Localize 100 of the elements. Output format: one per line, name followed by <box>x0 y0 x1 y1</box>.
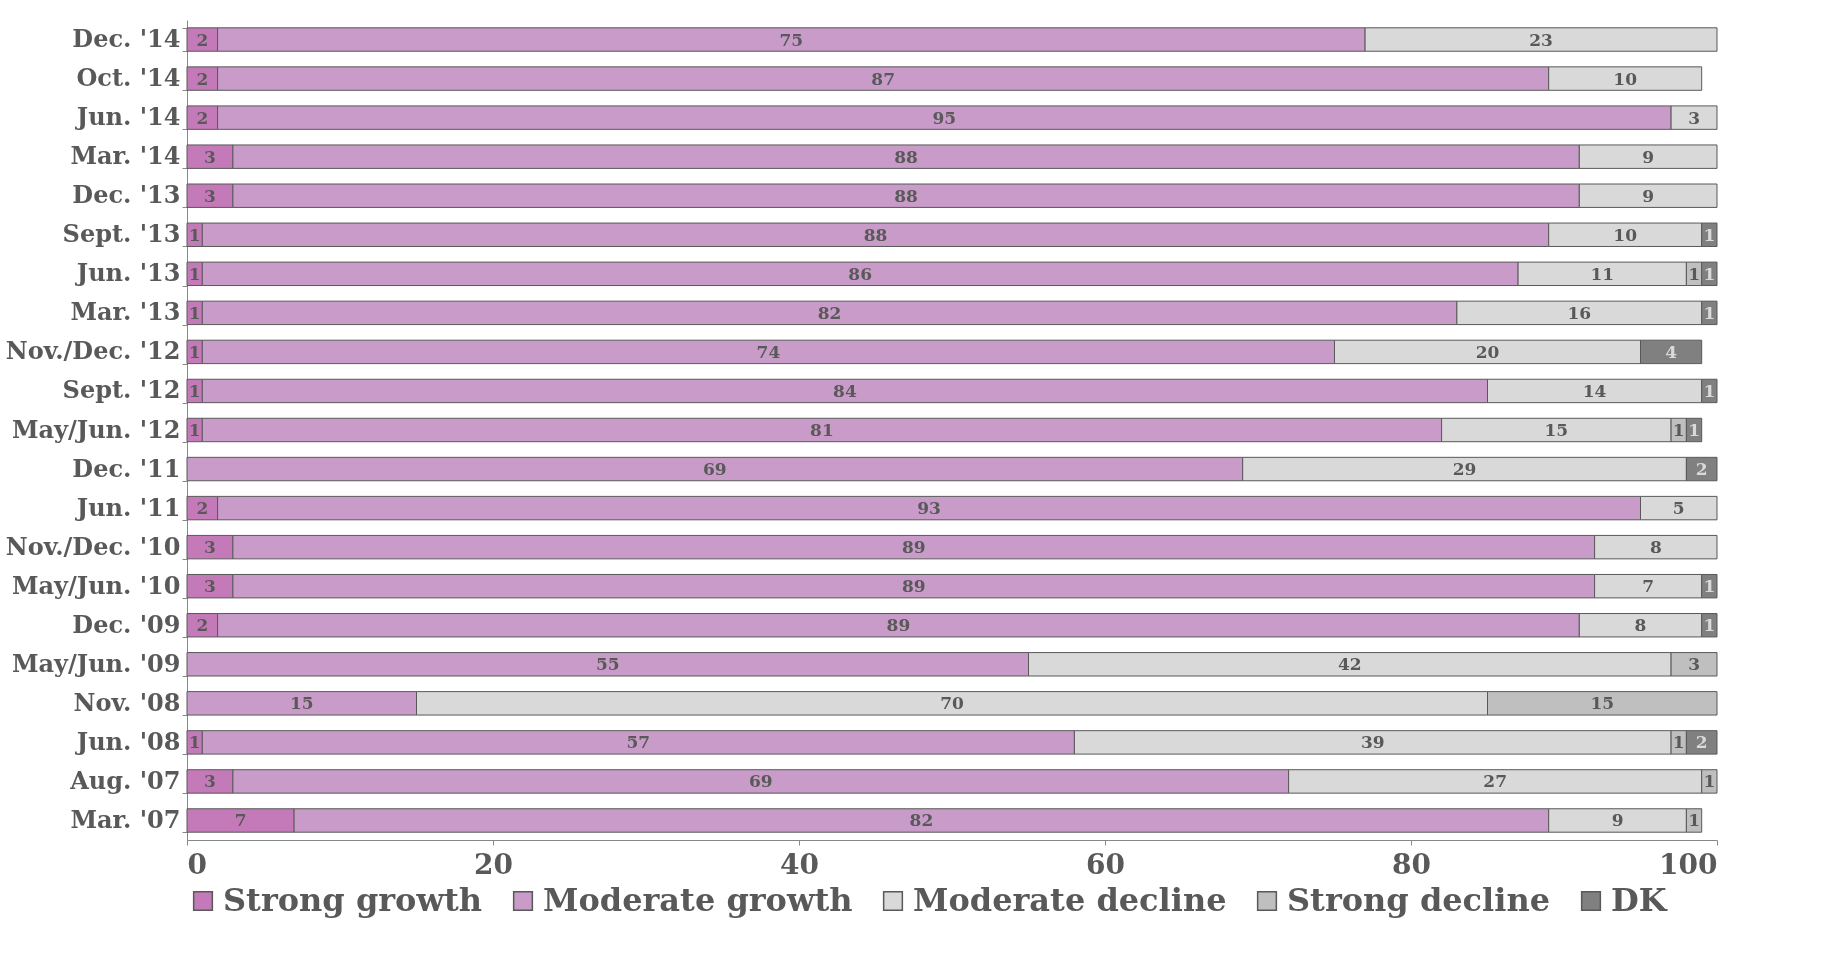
data-label: 39 <box>1360 732 1385 753</box>
data-label: 7 <box>234 810 247 831</box>
data-label: 15 <box>1590 693 1615 714</box>
x-tick-label: 60 <box>1086 847 1125 881</box>
y-tick-label: Oct. '14 <box>76 63 181 93</box>
data-label: 42 <box>1337 654 1362 675</box>
data-label: 1 <box>1688 420 1700 440</box>
y-tick-label: Dec. '09 <box>72 609 181 639</box>
data-label: 74 <box>756 341 781 362</box>
data-label: 88 <box>894 146 918 167</box>
data-label: 15 <box>289 693 314 714</box>
data-label: 4 <box>1665 341 1678 362</box>
x-tick-label: 20 <box>474 847 513 881</box>
data-label: 70 <box>940 693 964 714</box>
data-label: 3 <box>204 576 216 597</box>
data-label: 1 <box>188 732 201 753</box>
data-label: 3 <box>204 185 216 206</box>
y-tick-label: Mar. '07 <box>70 804 181 834</box>
data-label: 10 <box>1613 224 1638 245</box>
y-tick-label: Dec. '11 <box>72 453 181 483</box>
data-label: 1 <box>1672 420 1685 440</box>
y-tick-label: May/Jun. '12 <box>11 414 181 444</box>
data-label: 88 <box>894 185 918 206</box>
data-label: 2 <box>196 29 209 50</box>
data-label: 1 <box>1703 263 1716 284</box>
data-label: 84 <box>833 380 857 401</box>
data-label: 8 <box>1634 615 1647 636</box>
x-tick-label: 80 <box>1392 847 1431 881</box>
data-label: 88 <box>863 224 888 245</box>
data-label: 16 <box>1567 302 1592 323</box>
data-label: 82 <box>817 302 842 323</box>
data-label: 82 <box>909 810 934 831</box>
y-tick-label: Mar. '13 <box>70 297 181 327</box>
y-tick-label: Aug. '07 <box>69 765 181 795</box>
legend-label: Strong growth <box>223 881 483 919</box>
data-label: 3 <box>1688 107 1700 128</box>
y-tick-label: Mar. '14 <box>70 141 181 171</box>
data-label: 89 <box>886 615 911 636</box>
data-label: 1 <box>188 420 201 440</box>
data-label: 1 <box>1703 302 1716 323</box>
y-tick-label: May/Jun. '10 <box>11 570 181 600</box>
x-tick-label: 40 <box>780 847 819 881</box>
data-label: 89 <box>901 537 926 558</box>
data-label: 1 <box>188 263 201 284</box>
data-label: 1 <box>1688 810 1700 831</box>
x-tick-label: 100 <box>1659 847 1718 881</box>
data-label: 9 <box>1642 146 1655 167</box>
y-tick-label: Sept. '12 <box>62 375 181 405</box>
data-label: 2 <box>1695 459 1708 480</box>
data-label: 1 <box>1672 732 1685 753</box>
legend-label: Moderate decline <box>913 881 1227 919</box>
data-label: 9 <box>1611 810 1624 831</box>
data-label: 23 <box>1529 29 1553 50</box>
data-label: 93 <box>917 498 941 519</box>
data-label: 14 <box>1582 380 1607 401</box>
data-label: 2 <box>196 498 209 519</box>
data-label: 1 <box>1703 380 1716 401</box>
data-label: 1 <box>1703 771 1716 792</box>
data-label: 15 <box>1544 420 1569 440</box>
data-label: 20 <box>1475 341 1500 362</box>
y-tick-label: Dec. '14 <box>72 24 181 54</box>
data-label: 27 <box>1483 771 1507 792</box>
data-label: 3 <box>204 537 216 558</box>
data-label: 1 <box>1703 224 1716 245</box>
y-tick-label: Sept. '13 <box>62 219 181 249</box>
data-label: 1 <box>1703 615 1716 636</box>
y-tick-label: Nov. '08 <box>73 687 181 717</box>
data-label: 29 <box>1452 459 1477 480</box>
y-tick-label: May/Jun. '09 <box>11 648 181 678</box>
y-tick-label: Nov./Dec. '12 <box>5 336 181 366</box>
data-label: 11 <box>1590 263 1615 284</box>
data-label: 69 <box>703 459 727 480</box>
y-tick-label: Jun. '08 <box>74 726 181 756</box>
data-label: 1 <box>188 224 201 245</box>
data-label: 1 <box>188 302 201 323</box>
y-tick-label: Jun. '13 <box>74 258 181 288</box>
data-label: 2 <box>196 615 209 636</box>
data-label: 3 <box>204 771 216 792</box>
data-label: 3 <box>1688 654 1700 675</box>
data-label: 8 <box>1649 537 1662 558</box>
data-label: 89 <box>901 576 926 597</box>
y-tick-label: Dec. '13 <box>72 180 181 210</box>
data-label: 1 <box>1688 263 1700 284</box>
data-label: 1 <box>1703 576 1716 597</box>
data-label: 57 <box>626 732 651 753</box>
data-label: 7 <box>1642 576 1655 597</box>
data-label: 2 <box>196 107 209 128</box>
y-tick-label: Jun. '11 <box>74 492 181 522</box>
data-label: 69 <box>748 771 773 792</box>
y-tick-label: Nov./Dec. '10 <box>5 531 181 561</box>
data-label: 3 <box>204 146 216 167</box>
data-label: 5 <box>1672 498 1685 519</box>
legend-label: Strong decline <box>1287 881 1551 919</box>
data-label: 95 <box>932 107 957 128</box>
data-label: 87 <box>871 68 895 89</box>
data-label: 1 <box>188 380 201 401</box>
x-tick-label: 0 <box>187 847 207 881</box>
data-label: 1 <box>188 341 201 362</box>
data-label: 86 <box>848 263 873 284</box>
data-label: 75 <box>779 29 804 50</box>
